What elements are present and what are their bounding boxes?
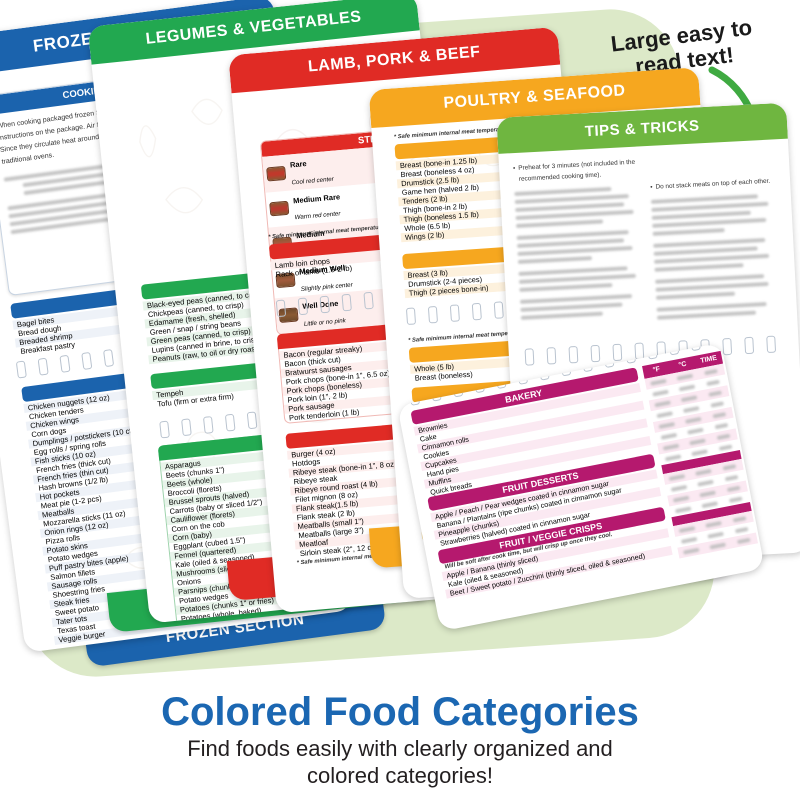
steak-swatch-icon <box>266 165 287 182</box>
steak-level-name: Rare <box>289 159 308 170</box>
tip-text: Do not stack meats on top of each other. <box>655 177 771 191</box>
page-subheadline: Find foods easily with clearly organized… <box>0 736 800 790</box>
steak-level-desc: Cool red center <box>291 175 335 187</box>
steak-level-desc: Warm red center <box>294 210 341 222</box>
steak-level-desc: Little or no pink <box>303 317 347 329</box>
tip-text: Preheat for 3 minutes (not included in t… <box>518 158 636 184</box>
tips-column-left: • Preheat for 3 minutes (not included in… <box>513 157 645 325</box>
bullet-icon: • <box>512 164 516 173</box>
steak-level-desc: Slightly pink center <box>300 281 353 293</box>
subhead-line-2: colored categories! <box>307 762 493 788</box>
page-headline: Colored Food Categories <box>161 690 639 734</box>
steak-swatch-icon <box>269 201 290 217</box>
steak-level-name: Medium Rare <box>292 191 341 205</box>
bullet-icon: • <box>650 183 653 191</box>
card-tips-title: TIPS & TRICKS <box>584 116 700 140</box>
subhead-line-1: Find foods easily with clearly organized… <box>187 736 613 761</box>
tips-column-right: • Do not stack meats on top of each othe… <box>650 175 781 323</box>
